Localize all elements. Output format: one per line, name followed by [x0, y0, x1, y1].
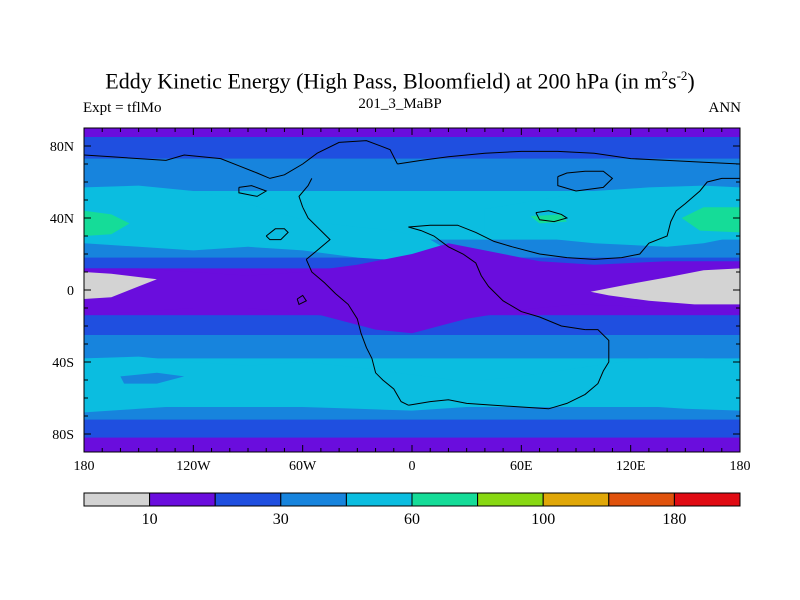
x-tick-label: 0 — [409, 459, 416, 474]
colorbar-swatch — [149, 492, 216, 507]
y-tick-label: 80N — [50, 140, 74, 155]
shaded-contours — [84, 128, 740, 452]
coastline-5 — [408, 177, 740, 331]
x-tick-label: 120E — [616, 459, 646, 474]
colorbar-swatch — [542, 492, 610, 507]
contour-band-8 — [84, 335, 740, 359]
contour-region-9 — [120, 372, 185, 384]
y-tick-label: 40S — [52, 356, 74, 371]
colorbar-label: 180 — [662, 511, 686, 528]
coastline-0 — [84, 140, 398, 179]
x-tick-label: 180 — [730, 459, 751, 474]
colorbar-label: 30 — [273, 511, 289, 528]
coastline-8 — [535, 210, 569, 223]
contour-region-6 — [84, 272, 157, 299]
y-tick-label: 40N — [50, 212, 74, 227]
colorbar-swatch — [477, 492, 544, 507]
contour-region-1 — [484, 185, 740, 247]
y-tick-label: 80S — [52, 428, 74, 443]
colorbar: 10 30 60 100 180 — [83, 492, 741, 528]
coastline-11 — [296, 294, 308, 306]
colorbar-swatch — [83, 492, 151, 507]
contour-region-0 — [84, 185, 449, 262]
contour-region-5 — [84, 243, 740, 334]
x-tick-label: 60W — [289, 459, 317, 474]
contour-region-3 — [681, 207, 740, 233]
colorbar-label: 60 — [404, 511, 420, 528]
colorbar-swatch — [345, 492, 413, 507]
x-tick-label: 180 — [74, 459, 95, 474]
y-tick-label: 0 — [67, 284, 74, 299]
x-tick-label: 120W — [176, 459, 211, 474]
contour-band-2 — [84, 158, 740, 192]
contour-band-10 — [84, 407, 740, 421]
contour-region-2 — [84, 210, 130, 236]
contour-region-4 — [530, 214, 567, 224]
coastline-3 — [305, 259, 409, 406]
coastline-9 — [265, 228, 289, 241]
colorbar-swatch — [280, 492, 347, 507]
coastline-4 — [408, 329, 610, 410]
coastline-7 — [557, 170, 614, 192]
x-tick-label: 60E — [510, 459, 533, 474]
coastline-2 — [302, 206, 331, 260]
colorbar-label: 10 — [142, 511, 158, 528]
colorbar-swatch — [411, 492, 479, 507]
coastline-1 — [298, 178, 313, 208]
colorbar-swatch — [214, 492, 282, 507]
center-label: 201_3_MaBP — [358, 96, 442, 112]
contour-band-1 — [84, 137, 740, 160]
coastline-6 — [397, 150, 740, 165]
coastline-outlines — [84, 140, 740, 410]
chart-title: Eddy Kinetic Energy (High Pass, Bloomfie… — [105, 68, 695, 94]
left-label: Expt = tflMo — [83, 100, 162, 116]
colorbar-label: 100 — [531, 511, 555, 528]
right-label: ANN — [708, 100, 742, 116]
contour-region-7 — [590, 268, 740, 305]
contour-band-11 — [84, 419, 740, 439]
colorbar-swatch — [608, 492, 675, 507]
coastline-10 — [238, 185, 268, 197]
colorbar-swatch — [673, 492, 741, 507]
axis-ticks: 180 120W 60W 0 60E 120E 180 80N 40N 0 40S 80S — [50, 127, 751, 474]
